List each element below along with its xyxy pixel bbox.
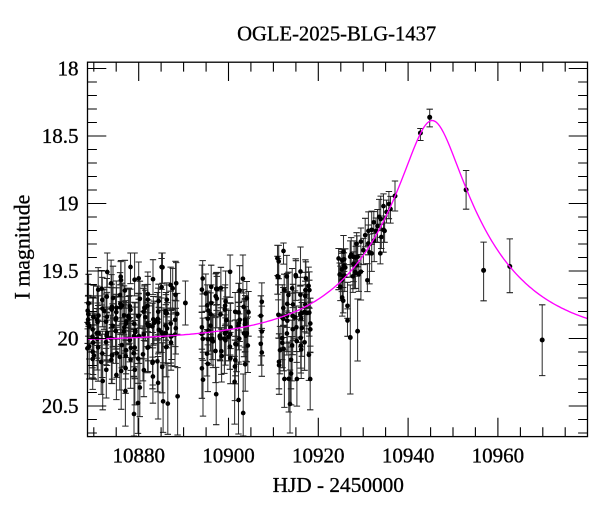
svg-text:20: 20 — [58, 327, 79, 351]
svg-text:19: 19 — [58, 192, 79, 216]
svg-text:10880: 10880 — [112, 443, 165, 467]
svg-text:OGLE-2025-BLG-1437: OGLE-2025-BLG-1437 — [237, 24, 436, 46]
svg-text:10900: 10900 — [202, 443, 255, 467]
svg-text:10960: 10960 — [472, 443, 525, 467]
svg-text:19.5: 19.5 — [42, 259, 79, 283]
svg-text:20.5: 20.5 — [42, 394, 79, 418]
svg-text:10920: 10920 — [292, 443, 345, 467]
svg-text:I magnitude: I magnitude — [11, 195, 35, 300]
svg-text:18: 18 — [58, 57, 79, 81]
svg-text:10940: 10940 — [382, 443, 435, 467]
svg-text:18.5: 18.5 — [42, 124, 79, 148]
svg-text:HJD - 2450000: HJD - 2450000 — [273, 473, 404, 497]
